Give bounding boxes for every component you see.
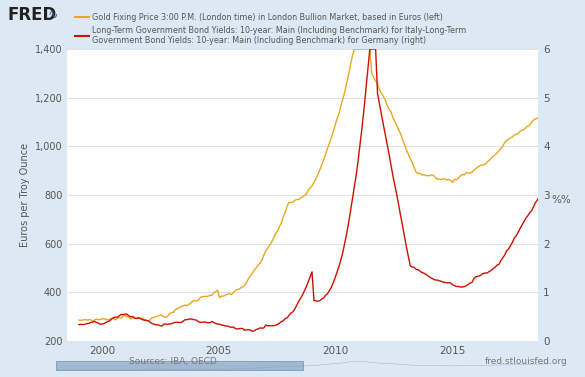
Y-axis label: Euros per Troy Ounce: Euros per Troy Ounce bbox=[20, 143, 30, 247]
Legend: Gold Fixing Price 3:00 P.M. (London time) in London Bullion Market, based in Eur: Gold Fixing Price 3:00 P.M. (London time… bbox=[71, 10, 470, 49]
Text: ∿: ∿ bbox=[48, 9, 58, 21]
Text: Sources: IBA, OECD: Sources: IBA, OECD bbox=[129, 357, 216, 366]
Bar bbox=[56, 361, 303, 371]
Text: fred.stlouisfed.org: fred.stlouisfed.org bbox=[485, 357, 567, 366]
Text: FRED: FRED bbox=[7, 6, 56, 24]
Y-axis label: %%: %% bbox=[551, 195, 571, 205]
